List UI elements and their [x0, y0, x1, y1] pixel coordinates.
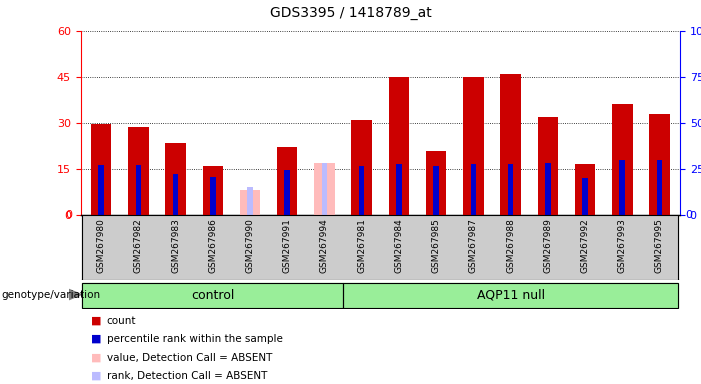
Bar [641, 215, 678, 280]
Bar [135, 165, 141, 215]
Text: GSM267985: GSM267985 [432, 218, 441, 273]
Text: ■: ■ [91, 371, 102, 381]
Text: control: control [191, 289, 234, 302]
Bar [240, 190, 260, 215]
Bar [538, 117, 558, 215]
Text: percentile rank within the sample: percentile rank within the sample [107, 334, 283, 344]
Text: GSM267988: GSM267988 [506, 218, 515, 273]
Bar [388, 77, 409, 215]
Polygon shape [69, 289, 81, 300]
Bar [343, 215, 380, 280]
Bar [508, 164, 513, 215]
Text: GSM267984: GSM267984 [395, 218, 403, 273]
Bar [545, 164, 550, 215]
Bar [649, 114, 669, 215]
Bar [566, 215, 604, 280]
Bar [210, 177, 216, 215]
Bar [268, 215, 306, 280]
Bar [470, 164, 476, 215]
Bar [426, 151, 447, 215]
Text: 0: 0 [686, 210, 693, 220]
Bar [194, 215, 231, 280]
Text: GSM267995: GSM267995 [655, 218, 664, 273]
Bar [91, 124, 111, 215]
Text: ■: ■ [91, 334, 102, 344]
Bar [575, 164, 595, 215]
Bar [501, 74, 521, 215]
Text: count: count [107, 316, 136, 326]
Text: GSM267983: GSM267983 [171, 218, 180, 273]
Text: GSM267994: GSM267994 [320, 218, 329, 273]
Bar [604, 215, 641, 280]
Text: AQP11 null: AQP11 null [477, 289, 545, 302]
Bar [83, 283, 343, 308]
Bar [583, 178, 588, 215]
Text: GSM267989: GSM267989 [543, 218, 552, 273]
Bar [492, 215, 529, 280]
Bar [322, 162, 327, 215]
Bar [433, 166, 439, 215]
Bar [83, 283, 343, 308]
Text: GSM267993: GSM267993 [618, 218, 627, 273]
Text: GSM267987: GSM267987 [469, 218, 478, 273]
Text: GSM267990: GSM267990 [245, 218, 254, 273]
Bar [247, 187, 253, 215]
Text: ■: ■ [91, 353, 102, 362]
Bar [396, 164, 402, 215]
Bar [165, 143, 186, 215]
Text: GSM267992: GSM267992 [580, 218, 590, 273]
Bar [351, 120, 372, 215]
Bar [277, 147, 297, 215]
Bar [380, 215, 418, 280]
Bar [203, 166, 223, 215]
Text: value, Detection Call = ABSENT: value, Detection Call = ABSENT [107, 353, 272, 362]
Text: GSM267981: GSM267981 [358, 218, 366, 273]
Bar [83, 215, 120, 280]
Text: GDS3395 / 1418789_at: GDS3395 / 1418789_at [270, 6, 431, 20]
Bar [657, 160, 662, 215]
Bar [359, 166, 365, 215]
Bar [231, 215, 268, 280]
Text: 0: 0 [65, 210, 72, 220]
Bar [463, 77, 484, 215]
Bar [314, 163, 334, 215]
Bar [418, 215, 455, 280]
Bar [612, 104, 632, 215]
Bar [620, 160, 625, 215]
Text: GSM267982: GSM267982 [134, 218, 143, 273]
Bar [455, 215, 492, 280]
Text: GSM267986: GSM267986 [208, 218, 217, 273]
Bar [120, 215, 157, 280]
Bar [285, 170, 290, 215]
Bar [172, 174, 178, 215]
Bar [343, 283, 678, 308]
Bar [157, 215, 194, 280]
Text: ■: ■ [91, 316, 102, 326]
Bar [306, 215, 343, 280]
Text: GSM267980: GSM267980 [97, 218, 106, 273]
Bar [128, 127, 149, 215]
Bar [343, 283, 678, 308]
Bar [98, 165, 104, 215]
Bar [529, 215, 566, 280]
Text: GSM267991: GSM267991 [283, 218, 292, 273]
Text: genotype/variation: genotype/variation [1, 290, 100, 300]
Text: rank, Detection Call = ABSENT: rank, Detection Call = ABSENT [107, 371, 267, 381]
